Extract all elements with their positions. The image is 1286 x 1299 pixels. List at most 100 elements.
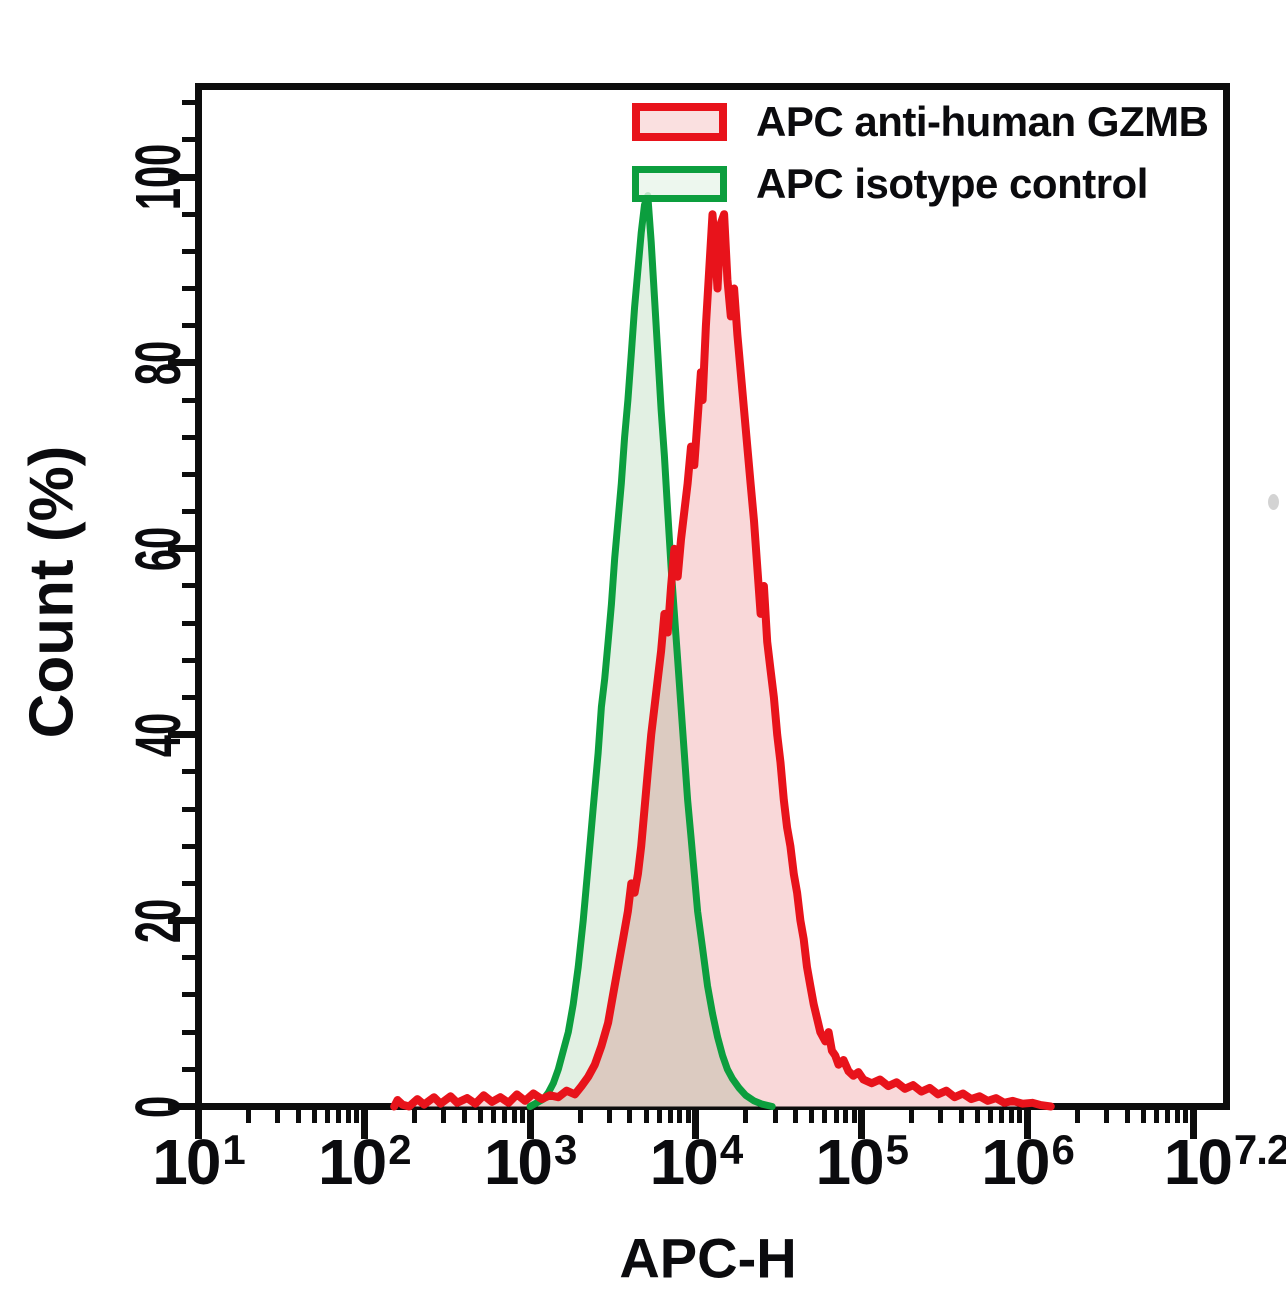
y-minor-tick	[182, 955, 198, 961]
x-tick-label: 102	[318, 1126, 412, 1198]
x-minor-tick	[1165, 1106, 1171, 1123]
x-minor-tick	[577, 1106, 583, 1123]
x-minor-tick	[325, 1106, 331, 1123]
y-major-tick	[168, 1103, 198, 1110]
y-minor-tick	[182, 843, 198, 849]
curve-fill-apc-isotype-control	[530, 195, 773, 1107]
x-minor-tick	[743, 1106, 749, 1123]
x-tick-label: 103	[483, 1126, 578, 1198]
x-minor-tick	[275, 1106, 281, 1123]
x-minor-tick	[1017, 1106, 1023, 1123]
x-minor-tick	[627, 1106, 633, 1123]
x-major-tick	[692, 1106, 700, 1139]
y-major-tick	[168, 359, 198, 367]
x-minor-tick	[295, 1106, 301, 1123]
y-minor-tick	[182, 137, 198, 143]
curve-fill-apc-anti-human-gzmb	[394, 214, 1051, 1107]
y-minor-tick	[182, 434, 198, 440]
x-major-tick	[195, 1106, 202, 1139]
x-minor-tick	[938, 1106, 944, 1123]
y-minor-tick	[182, 657, 198, 663]
x-axis-title: APC-H	[619, 1226, 797, 1290]
y-minor-tick	[182, 1066, 198, 1072]
x-minor-tick	[809, 1106, 815, 1123]
x-minor-tick	[851, 1106, 857, 1123]
legend-label-gzmb: APC anti-human GZMB	[756, 98, 1209, 145]
x-minor-tick	[490, 1106, 496, 1123]
x-major-tick	[1024, 1106, 1032, 1139]
x-minor-tick	[1104, 1106, 1110, 1123]
x-minor-tick	[959, 1106, 965, 1123]
x-minor-tick	[975, 1106, 981, 1123]
y-minor-tick	[182, 248, 198, 254]
x-tick-label: 107.2	[1163, 1126, 1286, 1198]
x-tick-label: 104	[649, 1126, 744, 1198]
x-minor-tick	[677, 1106, 683, 1123]
x-minor-tick	[1183, 1106, 1189, 1123]
x-minor-tick	[501, 1106, 507, 1123]
x-tick-label: 106	[981, 1126, 1075, 1198]
x-minor-tick	[999, 1106, 1005, 1123]
x-minor-tick	[477, 1106, 483, 1123]
y-minor-tick	[182, 880, 198, 886]
y-minor-tick	[182, 100, 198, 106]
x-minor-tick	[440, 1106, 446, 1123]
y-minor-tick	[182, 211, 198, 217]
x-minor-tick	[833, 1106, 839, 1123]
x-minor-tick	[245, 1106, 251, 1123]
x-minor-tick	[1008, 1106, 1014, 1123]
y-minor-tick	[182, 583, 198, 589]
x-minor-tick	[1074, 1106, 1080, 1123]
x-minor-tick	[667, 1106, 673, 1123]
y-minor-tick	[182, 769, 198, 775]
y-major-tick	[168, 731, 198, 739]
x-minor-tick	[461, 1106, 467, 1123]
x-minor-tick	[311, 1106, 317, 1123]
y-minor-tick	[182, 397, 198, 403]
x-major-tick	[1189, 1106, 1197, 1139]
x-minor-tick	[772, 1106, 778, 1123]
x-minor-tick	[354, 1106, 360, 1123]
x-minor-tick	[411, 1106, 417, 1123]
x-minor-tick	[909, 1106, 915, 1123]
y-major-tick	[168, 545, 198, 553]
x-minor-tick	[656, 1106, 662, 1123]
x-minor-tick	[1140, 1106, 1146, 1123]
edge-artifact	[1268, 494, 1279, 510]
x-major-tick	[360, 1106, 368, 1139]
y-minor-tick	[182, 509, 198, 515]
x-minor-tick	[606, 1106, 612, 1123]
y-minor-tick	[182, 992, 198, 998]
y-minor-tick	[182, 620, 198, 626]
x-minor-tick	[643, 1106, 649, 1123]
x-minor-tick	[520, 1106, 526, 1123]
x-tick-label: 105	[815, 1126, 909, 1198]
y-minor-tick	[182, 471, 198, 477]
x-minor-tick	[793, 1106, 799, 1123]
x-major-tick	[526, 1106, 534, 1139]
y-minor-tick	[182, 1029, 198, 1035]
y-major-tick	[168, 917, 198, 925]
y-minor-tick	[182, 323, 198, 329]
x-tick-label: 101	[152, 1126, 246, 1198]
curve-stroke-apc-anti-human-gzmb	[390, 210, 1055, 1111]
x-major-tick	[858, 1106, 866, 1139]
x-minor-tick	[1174, 1106, 1180, 1123]
y-major-tick	[168, 173, 198, 181]
x-minor-tick	[1154, 1106, 1160, 1123]
legend-swatch-isotype	[632, 166, 727, 202]
x-minor-tick	[1124, 1106, 1130, 1123]
y-minor-tick	[182, 695, 198, 701]
x-minor-tick	[511, 1106, 517, 1123]
x-minor-tick	[685, 1106, 691, 1123]
y-minor-tick	[182, 806, 198, 812]
x-minor-tick	[843, 1106, 849, 1123]
x-minor-tick	[822, 1106, 828, 1123]
x-minor-tick	[988, 1106, 994, 1123]
y-minor-tick	[182, 286, 198, 292]
x-minor-tick	[345, 1106, 351, 1123]
legend-swatch-gzmb	[632, 103, 727, 141]
x-minor-tick	[336, 1106, 342, 1123]
legend-label-isotype: APC isotype control	[756, 160, 1148, 207]
